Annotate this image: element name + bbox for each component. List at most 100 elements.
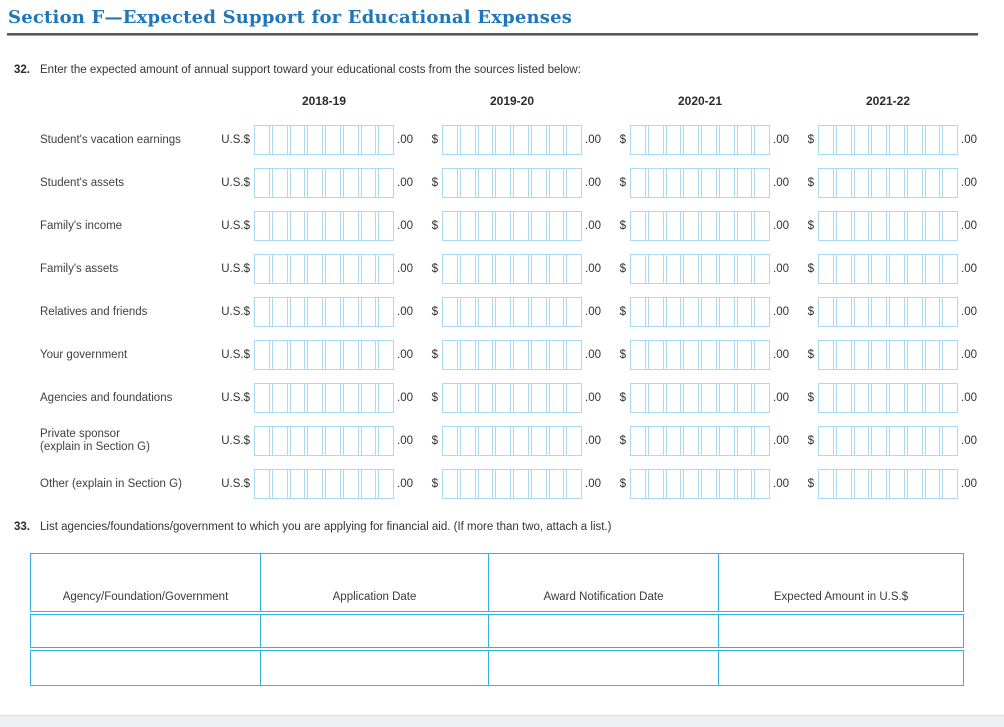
comb-cell[interactable] (289, 212, 306, 240)
comb-cell[interactable] (683, 470, 699, 498)
comb-cell[interactable] (631, 169, 646, 197)
expected-amount-cell-input[interactable] (719, 651, 963, 685)
comb-cell[interactable] (325, 169, 341, 197)
comb-cell[interactable] (271, 298, 288, 326)
comb-cell[interactable] (683, 169, 699, 197)
comb-cell[interactable] (835, 298, 852, 326)
comb-cell[interactable] (289, 169, 306, 197)
amount-field-2019-20[interactable] (442, 254, 582, 284)
amount-field-2020-21[interactable] (630, 211, 770, 241)
amount-field-2020-21[interactable] (630, 168, 770, 198)
comb-cell[interactable] (307, 255, 323, 283)
comb-cell[interactable] (495, 470, 511, 498)
comb-cell[interactable] (495, 212, 511, 240)
comb-cell[interactable] (683, 298, 699, 326)
comb-cell[interactable] (754, 169, 769, 197)
comb-cell[interactable] (378, 470, 393, 498)
comb-cell[interactable] (255, 212, 270, 240)
amount-field-2019-20[interactable] (442, 340, 582, 370)
comb-cell[interactable] (631, 126, 646, 154)
amount-field-2020-21[interactable] (630, 340, 770, 370)
comb-cell[interactable] (289, 384, 306, 412)
comb-cell[interactable] (701, 255, 717, 283)
comb-cell[interactable] (942, 341, 957, 369)
comb-cell[interactable] (906, 126, 923, 154)
comb-cell[interactable] (360, 470, 377, 498)
comb-cell[interactable] (255, 255, 270, 283)
comb-cell[interactable] (495, 298, 511, 326)
comb-cell[interactable] (513, 255, 529, 283)
comb-cell[interactable] (718, 126, 735, 154)
comb-cell[interactable] (459, 126, 476, 154)
comb-cell[interactable] (665, 169, 682, 197)
comb-cell[interactable] (459, 298, 476, 326)
comb-cell[interactable] (718, 169, 735, 197)
amount-field-2018-19[interactable] (254, 383, 394, 413)
comb-cell[interactable] (701, 212, 717, 240)
agency-cell-input[interactable] (31, 651, 261, 685)
comb-cell[interactable] (718, 341, 735, 369)
comb-cell[interactable] (889, 341, 905, 369)
comb-cell[interactable] (342, 212, 359, 240)
amount-field-2021-22[interactable] (818, 254, 958, 284)
comb-cell[interactable] (342, 384, 359, 412)
comb-cell[interactable] (906, 427, 923, 455)
comb-cell[interactable] (819, 255, 834, 283)
comb-cell[interactable] (647, 384, 664, 412)
comb-cell[interactable] (754, 341, 769, 369)
comb-cell[interactable] (754, 384, 769, 412)
comb-cell[interactable] (853, 169, 870, 197)
comb-cell[interactable] (530, 427, 547, 455)
comb-cell[interactable] (325, 341, 341, 369)
comb-cell[interactable] (942, 255, 957, 283)
amount-field-2018-19[interactable] (254, 168, 394, 198)
amount-field-2020-21[interactable] (630, 426, 770, 456)
comb-cell[interactable] (819, 212, 834, 240)
comb-cell[interactable] (942, 384, 957, 412)
comb-cell[interactable] (819, 470, 834, 498)
comb-cell[interactable] (378, 384, 393, 412)
comb-cell[interactable] (871, 255, 887, 283)
comb-cell[interactable] (325, 384, 341, 412)
comb-cell[interactable] (477, 427, 494, 455)
comb-cell[interactable] (342, 470, 359, 498)
comb-cell[interactable] (477, 341, 494, 369)
comb-cell[interactable] (853, 255, 870, 283)
amount-field-2019-20[interactable] (442, 469, 582, 499)
comb-cell[interactable] (255, 341, 270, 369)
application-date-cell-input[interactable] (261, 615, 489, 647)
comb-cell[interactable] (513, 298, 529, 326)
comb-cell[interactable] (378, 169, 393, 197)
comb-cell[interactable] (342, 126, 359, 154)
comb-cell[interactable] (871, 427, 887, 455)
comb-cell[interactable] (754, 212, 769, 240)
comb-cell[interactable] (548, 470, 565, 498)
amount-field-2019-20[interactable] (442, 426, 582, 456)
amount-field-2018-19[interactable] (254, 426, 394, 456)
comb-cell[interactable] (853, 212, 870, 240)
comb-cell[interactable] (459, 212, 476, 240)
comb-cell[interactable] (889, 384, 905, 412)
amount-field-2018-19[interactable] (254, 340, 394, 370)
comb-cell[interactable] (342, 341, 359, 369)
comb-cell[interactable] (477, 384, 494, 412)
comb-cell[interactable] (871, 384, 887, 412)
amount-field-2019-20[interactable] (442, 297, 582, 327)
comb-cell[interactable] (513, 341, 529, 369)
comb-cell[interactable] (307, 212, 323, 240)
comb-cell[interactable] (736, 298, 753, 326)
comb-cell[interactable] (548, 169, 565, 197)
comb-cell[interactable] (271, 126, 288, 154)
comb-cell[interactable] (289, 470, 306, 498)
comb-cell[interactable] (942, 212, 957, 240)
comb-cell[interactable] (942, 427, 957, 455)
comb-cell[interactable] (631, 255, 646, 283)
comb-cell[interactable] (307, 126, 323, 154)
comb-cell[interactable] (566, 126, 581, 154)
comb-cell[interactable] (307, 341, 323, 369)
comb-cell[interactable] (924, 427, 941, 455)
comb-cell[interactable] (495, 126, 511, 154)
comb-cell[interactable] (271, 212, 288, 240)
comb-cell[interactable] (853, 298, 870, 326)
comb-cell[interactable] (566, 470, 581, 498)
